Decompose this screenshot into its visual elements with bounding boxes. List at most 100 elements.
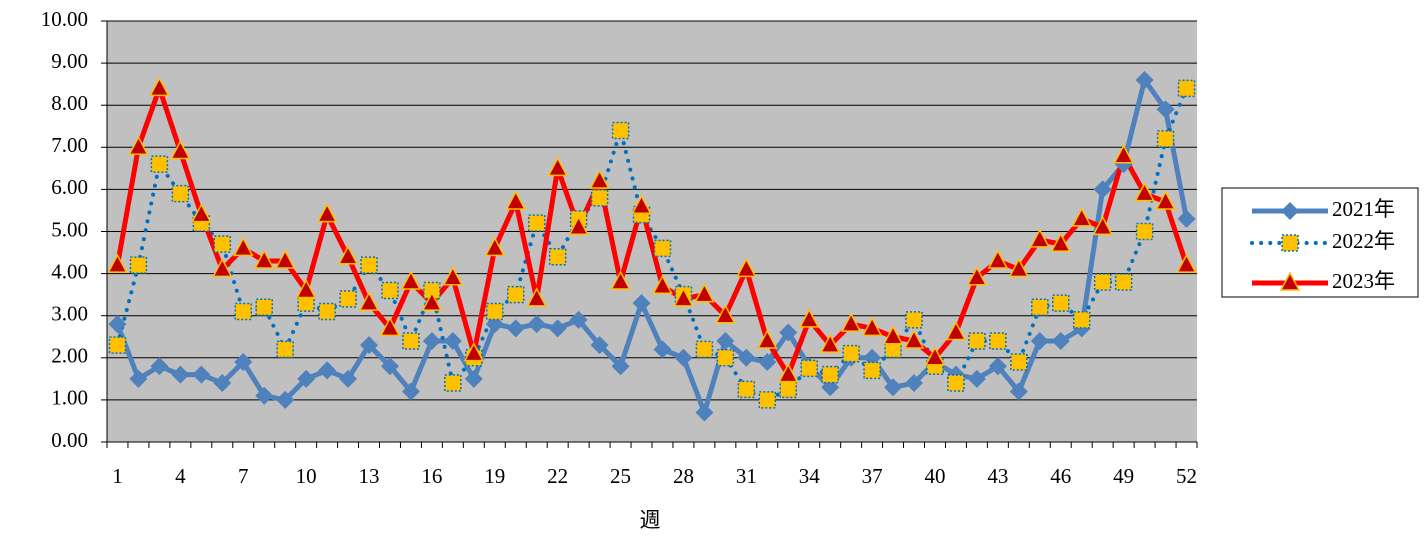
marker bbox=[863, 361, 881, 380]
marker bbox=[569, 310, 588, 329]
marker bbox=[150, 357, 169, 376]
marker bbox=[108, 315, 127, 334]
marker bbox=[1071, 207, 1092, 227]
marker bbox=[1176, 253, 1197, 273]
y-tick-label: 6.00 bbox=[51, 175, 88, 199]
marker bbox=[401, 382, 420, 401]
x-tick-label: 31 bbox=[736, 464, 757, 488]
marker bbox=[400, 270, 422, 290]
marker bbox=[191, 203, 212, 223]
legend-marker bbox=[1281, 202, 1299, 220]
marker bbox=[1156, 100, 1175, 119]
marker bbox=[526, 287, 547, 307]
marker bbox=[442, 266, 464, 286]
marker bbox=[1072, 311, 1091, 329]
legend-marker bbox=[1279, 271, 1301, 291]
x-tick-label: 19 bbox=[484, 464, 505, 488]
marker bbox=[234, 302, 252, 321]
marker bbox=[905, 311, 923, 329]
marker bbox=[1009, 382, 1028, 401]
marker bbox=[276, 340, 294, 359]
marker bbox=[1135, 70, 1154, 89]
marker bbox=[673, 287, 694, 307]
marker bbox=[757, 329, 778, 349]
x-tick-label: 4 bbox=[175, 464, 186, 488]
marker bbox=[737, 380, 756, 399]
marker bbox=[444, 374, 462, 392]
marker bbox=[358, 291, 380, 311]
x-tick-label: 13 bbox=[359, 464, 380, 488]
marker bbox=[695, 403, 714, 422]
legend bbox=[1221, 187, 1419, 298]
marker bbox=[1029, 228, 1051, 248]
marker bbox=[170, 139, 191, 160]
marker bbox=[464, 369, 483, 388]
marker bbox=[610, 270, 631, 290]
marker bbox=[778, 363, 799, 383]
x-tick-label: 1 bbox=[112, 464, 123, 488]
series-line bbox=[115, 77, 1189, 416]
marker bbox=[589, 169, 610, 189]
marker bbox=[486, 302, 504, 321]
marker bbox=[379, 316, 401, 337]
marker bbox=[318, 302, 336, 321]
marker bbox=[800, 359, 818, 378]
marker bbox=[884, 378, 903, 397]
marker bbox=[1114, 273, 1133, 291]
marker bbox=[819, 333, 841, 353]
marker bbox=[422, 331, 441, 350]
marker bbox=[1113, 144, 1134, 164]
marker bbox=[987, 249, 1009, 269]
y-tick-label: 4.00 bbox=[51, 259, 88, 283]
marker bbox=[128, 135, 149, 156]
marker bbox=[947, 374, 965, 392]
marker bbox=[506, 319, 525, 338]
marker bbox=[716, 331, 735, 350]
marker bbox=[1008, 257, 1030, 278]
series-line bbox=[115, 86, 1189, 403]
legend-label: 2021年 bbox=[1332, 197, 1395, 221]
marker bbox=[505, 190, 526, 210]
marker bbox=[548, 319, 567, 338]
marker bbox=[255, 386, 274, 405]
marker bbox=[129, 256, 148, 274]
marker bbox=[213, 374, 232, 393]
marker bbox=[255, 298, 273, 317]
legend-label: 2023年 bbox=[1332, 269, 1395, 293]
marker bbox=[274, 249, 296, 269]
x-tick-label: 40 bbox=[924, 464, 945, 488]
marker bbox=[192, 365, 211, 384]
marker bbox=[443, 331, 462, 350]
marker bbox=[736, 257, 757, 278]
x-tick-label: 43 bbox=[987, 464, 1008, 488]
marker bbox=[171, 365, 190, 384]
marker bbox=[108, 336, 127, 354]
marker bbox=[779, 380, 797, 399]
marker bbox=[129, 369, 148, 388]
marker bbox=[716, 349, 735, 367]
marker bbox=[253, 249, 275, 269]
marker bbox=[1030, 331, 1049, 350]
marker bbox=[840, 312, 862, 332]
marker bbox=[1093, 273, 1112, 291]
marker bbox=[924, 346, 946, 366]
marker bbox=[1051, 331, 1070, 350]
marker bbox=[149, 76, 170, 97]
series-line bbox=[115, 85, 1189, 378]
marker bbox=[1134, 182, 1155, 202]
x-tick-label: 16 bbox=[421, 464, 442, 488]
marker bbox=[1031, 298, 1049, 317]
marker bbox=[968, 332, 986, 350]
x-tick-label: 46 bbox=[1050, 464, 1071, 488]
marker bbox=[967, 369, 986, 388]
marker bbox=[653, 239, 672, 258]
marker bbox=[107, 253, 128, 273]
marker bbox=[1050, 232, 1071, 252]
y-tick-label: 1.00 bbox=[51, 386, 88, 410]
marker bbox=[611, 121, 630, 140]
y-tick-label: 3.00 bbox=[51, 302, 88, 326]
x-tick-label: 28 bbox=[673, 464, 694, 488]
marker bbox=[652, 274, 673, 294]
marker bbox=[316, 203, 338, 223]
